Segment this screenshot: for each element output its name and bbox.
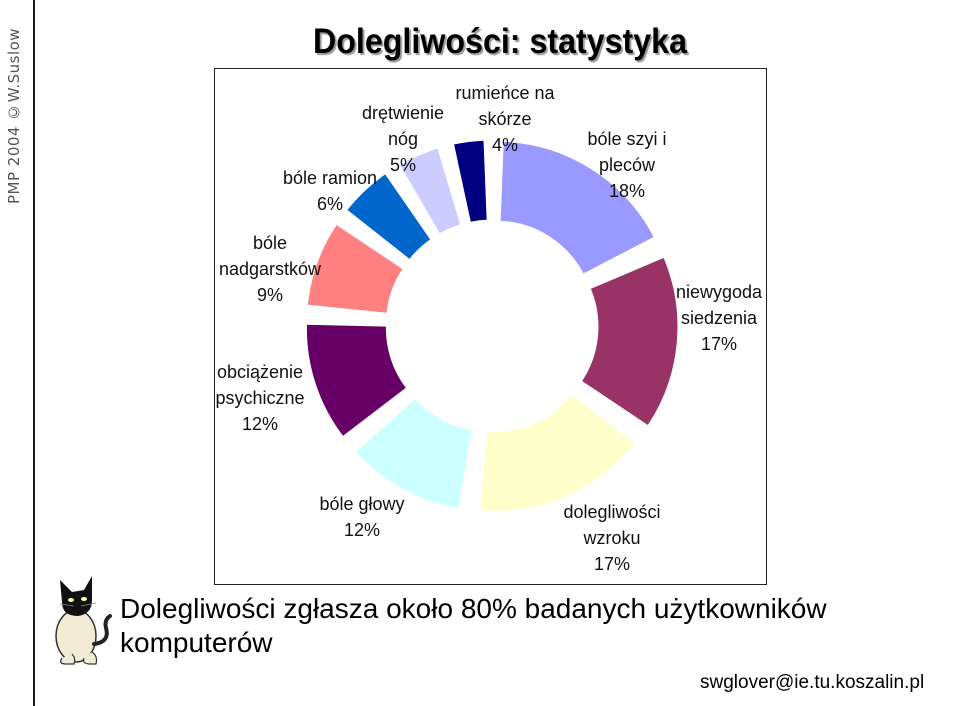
slice-label-line: 4% [492, 135, 518, 155]
slice-label-line: 6% [317, 194, 343, 214]
slice-label: niewygoda siedzenia 17% [676, 282, 763, 354]
slide-title: Dolegliwości: statystyka [312, 22, 688, 61]
slice-label-line: nóg [388, 129, 418, 149]
slice-label: obciążenie psychiczne 12% [215, 362, 304, 434]
slice-label-line: wzroku [582, 528, 640, 548]
donut-slice [346, 173, 432, 261]
donut-slice [305, 323, 408, 438]
donut-slice [479, 393, 636, 512]
slice-label-line: bóle [253, 233, 287, 253]
slice-label-line: 17% [701, 334, 737, 354]
slice-label-line: pleców [599, 155, 656, 175]
slice-label-line: psychiczne [215, 388, 304, 408]
slice-label-line: bóle ramion [283, 168, 377, 188]
slice-label-line: 12% [242, 414, 278, 434]
slice-label-line: drętwienie [362, 103, 444, 123]
slice-label-line: nadgarstków [219, 259, 322, 279]
slice-label: bóle nadgarstków 9% [219, 233, 322, 305]
slice-label-line: bóle szyi i [587, 129, 666, 149]
donut-slice [452, 139, 488, 223]
slice-label-line: 17% [594, 554, 630, 574]
slide-caption: Dolegliwości zgłasza około 80% badanych … [120, 592, 880, 660]
donut-slice [398, 147, 462, 235]
slice-label-line: niewygoda [676, 282, 763, 302]
donut-slice [354, 397, 473, 510]
slice-label: drętwienie nóg 5% [362, 103, 444, 175]
donut-slice [499, 140, 655, 275]
slice-label-line: 12% [344, 520, 380, 540]
slice-label-line: 5% [390, 155, 416, 175]
slice-label-line: dolegliwości [563, 502, 660, 522]
slice-label: bóle szyi i pleców 18% [587, 129, 666, 201]
slice-label-line: obciążenie [217, 362, 303, 382]
caption-line-1: Dolegliwości zgłasza około 80% badanych … [120, 593, 827, 624]
slice-label-line: 18% [609, 181, 645, 201]
slice-label-line: bóle głowy [319, 494, 404, 514]
donut-slice [306, 223, 404, 314]
slice-label-line: 9% [257, 285, 283, 305]
donut-slice [580, 256, 679, 427]
slice-label: bóle ramion 6% [283, 168, 377, 214]
slice-label-line: skórze [478, 109, 531, 129]
slice-label-line: siedzenia [681, 308, 758, 328]
footer-email: swglover@ie.tu.koszalin.pl [700, 672, 925, 693]
slice-label: bóle głowy 12% [319, 494, 404, 540]
left-border-line [33, 0, 35, 706]
slice-label-line: rumieńce na [455, 83, 555, 103]
siamese-cat-logo [55, 576, 112, 665]
slice-label: dolegliwości wzroku 17% [563, 502, 660, 574]
caption-line-2: komputerów [120, 627, 273, 658]
slice-label: rumieńce na skórze 4% [455, 83, 555, 155]
